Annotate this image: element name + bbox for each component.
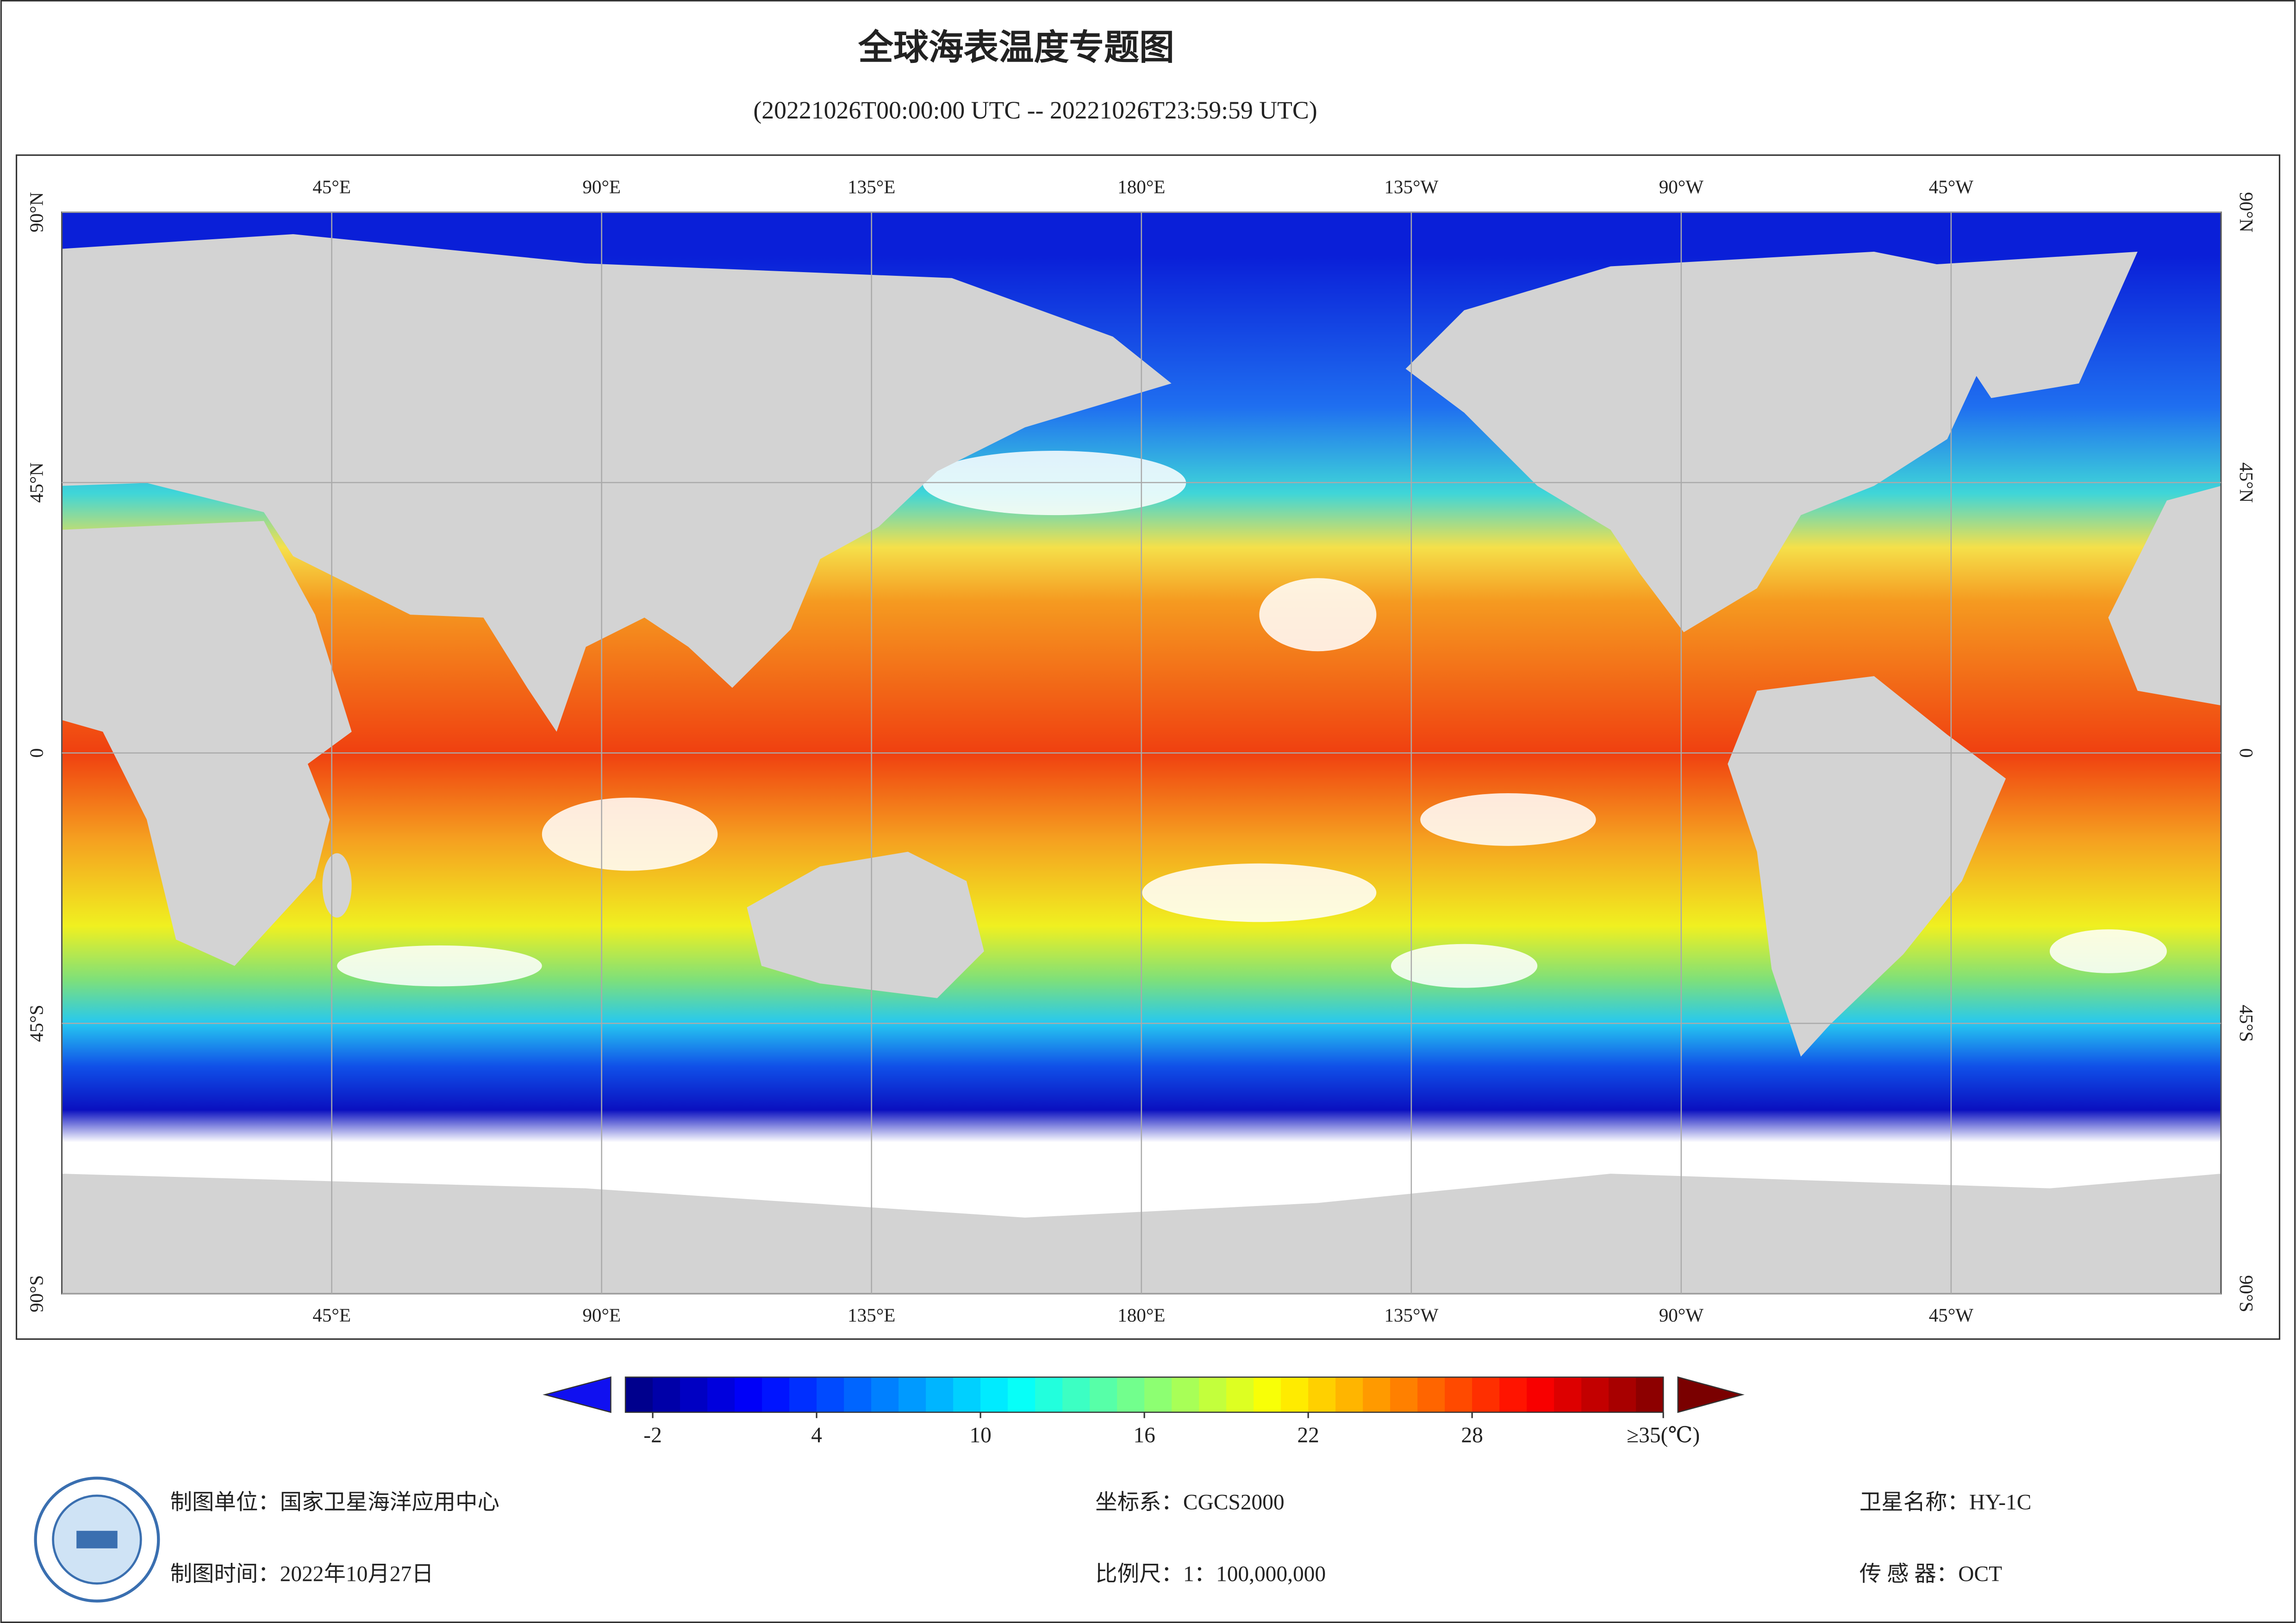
- lat-label-left: 0: [25, 748, 47, 758]
- lat-label-left: 45°N: [25, 462, 47, 503]
- lon-label-top: 45°E: [312, 176, 351, 197]
- lon-label-bottom: 135°E: [848, 1305, 895, 1326]
- colorbar-segment: [789, 1377, 817, 1412]
- colorbar-segment: [1062, 1377, 1091, 1412]
- lat-label-left: 45°S: [25, 1005, 47, 1042]
- logo: [34, 1476, 160, 1603]
- colorbar-segment: [1445, 1377, 1473, 1412]
- colorbar-segment: [898, 1377, 927, 1412]
- colorbar-segment: [1117, 1377, 1145, 1412]
- colorbar-segment: [1390, 1377, 1418, 1412]
- colorbar-segment: [1226, 1377, 1254, 1412]
- lon-label-top: 135°W: [1384, 176, 1438, 197]
- colorbar-segment: [1335, 1377, 1364, 1412]
- footer-satellite: 卫星名称：HY-1C: [1859, 1491, 2031, 1515]
- cloud-gaps: [337, 450, 2167, 988]
- lon-label-bottom: 90°W: [1659, 1305, 1704, 1326]
- lon-label-bottom: 45°E: [312, 1305, 351, 1326]
- colorbar-segment: [625, 1377, 654, 1412]
- colorbar-segment: [1527, 1377, 1555, 1412]
- lat-label-right: 90°S: [2236, 1275, 2257, 1312]
- lon-label-bottom: 180°E: [1117, 1305, 1165, 1326]
- colorbar-segment: [1281, 1377, 1309, 1412]
- colorbar-segment: [1554, 1377, 1582, 1412]
- footer-unit: 制图单位：国家卫星海洋应用中心: [170, 1491, 499, 1515]
- colorbar-segment: [844, 1377, 872, 1412]
- colorbar-segment: [1308, 1377, 1336, 1412]
- colorbar-tick-label: 16: [1133, 1423, 1155, 1447]
- colorbar-under-arrow: [543, 1376, 611, 1413]
- colorbar-segment: [1499, 1377, 1528, 1412]
- colorbar-segment: [653, 1377, 681, 1412]
- lat-label-left: 90°S: [25, 1275, 47, 1312]
- footer-scale: 比例尺：1：100,000,000: [1095, 1562, 1326, 1586]
- colorbar-segment: [871, 1377, 899, 1412]
- colorbar-segment: [1472, 1377, 1500, 1412]
- lon-label-top: 135°E: [848, 176, 895, 197]
- colorbar-segment: [980, 1377, 1009, 1412]
- lat-label-right: 0: [2236, 748, 2257, 758]
- colorbar-segment: [1417, 1377, 1446, 1412]
- map: [61, 211, 2222, 1295]
- colorbar-segment: [1090, 1377, 1118, 1412]
- colorbar-segment: [1609, 1377, 1637, 1412]
- colorbar-over-arrow: [1677, 1376, 1745, 1413]
- lon-label-top: 45°W: [1929, 176, 1974, 197]
- colorbar-segment: [1144, 1377, 1173, 1412]
- lat-label-right: 45°N: [2236, 462, 2257, 503]
- colorbar-segment: [1199, 1377, 1227, 1412]
- colorbar-tick-label: ≥35(℃): [1627, 1423, 1700, 1447]
- lon-label-bottom: 45°W: [1929, 1305, 1974, 1326]
- footer-crs: 坐标系：CGCS2000: [1095, 1491, 1284, 1515]
- lon-label-bottom: 90°E: [582, 1305, 621, 1326]
- colorbar-segment: [1636, 1377, 1664, 1412]
- lat-label-right: 90°N: [2236, 192, 2257, 232]
- colorbar-segment: [1172, 1377, 1200, 1412]
- colorbar-segment: [762, 1377, 790, 1412]
- lon-label-top: 90°W: [1659, 176, 1704, 197]
- subtitle: (20221026T00:00:00 UTC -- 20221026T23:59…: [753, 96, 1317, 124]
- lon-label-bottom: 135°W: [1384, 1305, 1438, 1326]
- colorbar-tick-label: 4: [811, 1423, 822, 1447]
- colorbar-segment: [1035, 1377, 1063, 1412]
- colorbar-segment: [1254, 1377, 1282, 1412]
- colorbar-segment: [735, 1377, 763, 1412]
- colorbar-segment: [707, 1377, 736, 1412]
- lat-label-right: 45°S: [2236, 1005, 2257, 1042]
- title: 全球海表温度专题图: [858, 27, 1174, 68]
- colorbar-segment: [1008, 1377, 1036, 1412]
- footer-sensor: 传 感 器：OCT: [1859, 1562, 2002, 1586]
- colorbar-tick-label: 10: [969, 1423, 991, 1447]
- colorbar-segment: [817, 1377, 845, 1412]
- lon-label-top: 180°E: [1117, 176, 1165, 197]
- lon-label-top: 90°E: [582, 176, 621, 197]
- footer-date: 制图时间：2022年10月27日: [170, 1562, 434, 1586]
- colorbar-segment: [680, 1377, 708, 1412]
- colorbar-segment: [1363, 1377, 1391, 1412]
- colorbar-tick-label: 28: [1461, 1423, 1483, 1447]
- lat-label-left: 90°N: [25, 192, 47, 232]
- colorbar-segment: [1581, 1377, 1610, 1412]
- colorbar-segment: [953, 1377, 981, 1412]
- colorbar-segment: [926, 1377, 954, 1412]
- colorbar-tick-label: 22: [1297, 1423, 1319, 1447]
- colorbar-tick-label: -2: [643, 1423, 662, 1447]
